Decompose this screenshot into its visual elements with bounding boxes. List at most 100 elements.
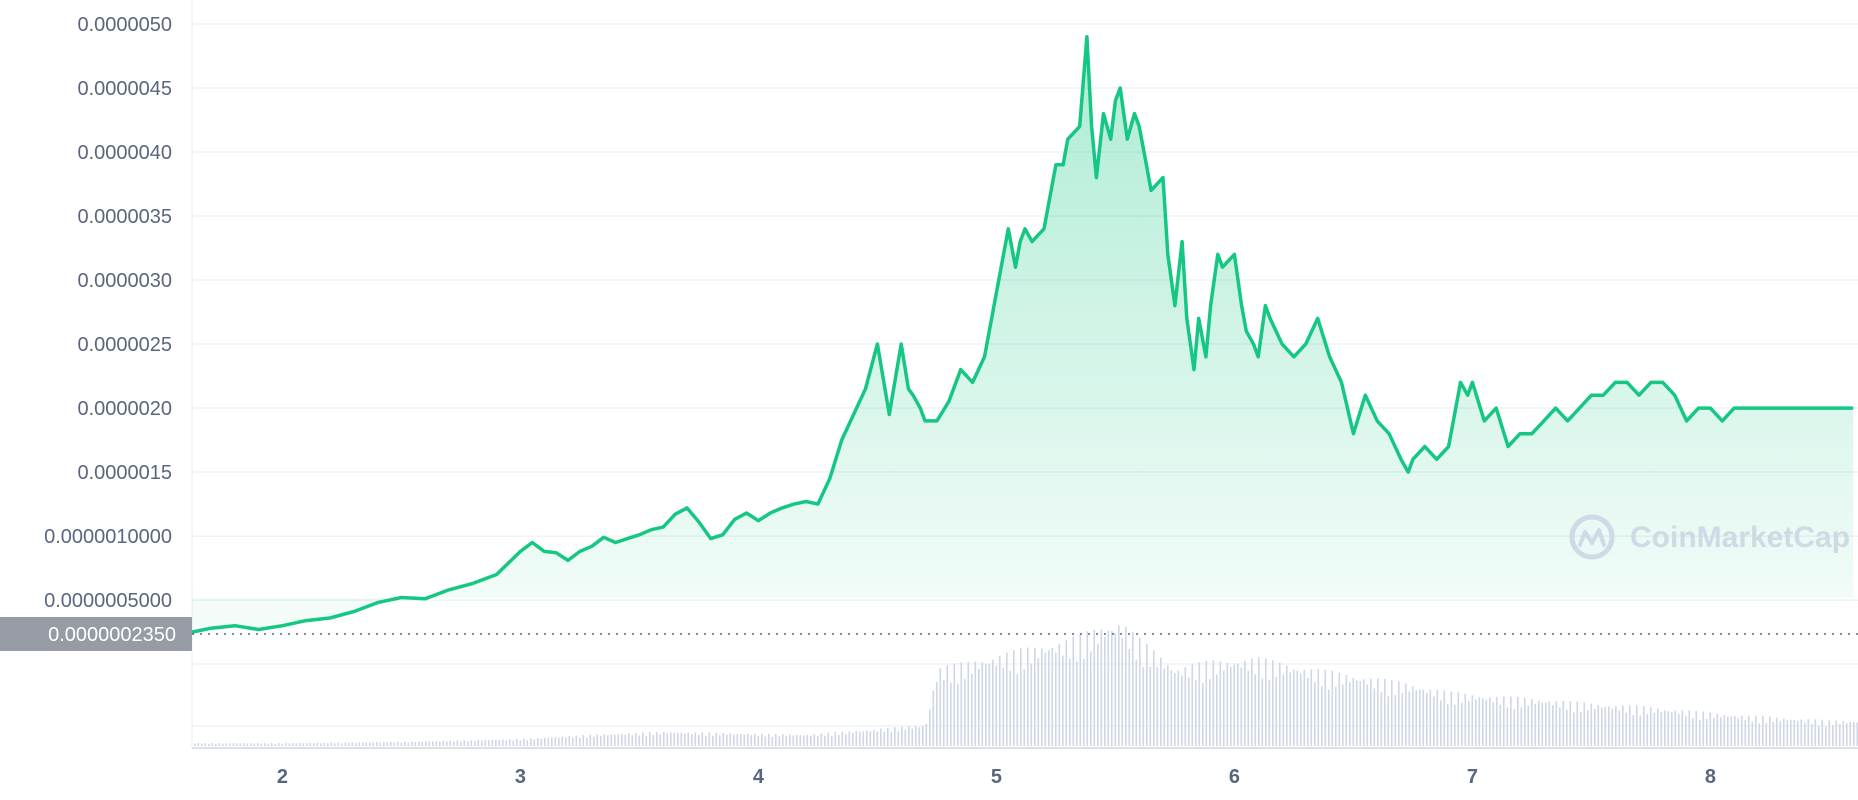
volume-bar [274,743,277,746]
volume-bar [260,743,263,746]
volume-bar [1723,715,1726,746]
volume-bar [866,730,868,746]
volume-bar [1762,716,1764,746]
volume-bar [1219,661,1222,746]
volume-bar [411,741,413,746]
volume-bar [880,728,882,746]
volume-bar [1604,706,1607,746]
volume-bar [652,735,655,746]
volume-bar [1188,677,1190,746]
volume-bar [1426,693,1428,746]
volume-bar [705,735,707,746]
volume-bar [1317,669,1320,746]
volume-bar [337,742,340,746]
x-tick-label: 5 [991,766,1002,788]
volume-bar [1391,679,1393,746]
y-tick-label: 0.0000005000 [44,590,172,612]
volume-bar [845,733,847,746]
volume-bar [393,742,396,746]
current-price-tag: 0.0000002350 [0,617,192,651]
volume-bar [586,737,588,746]
volume-bar [1639,715,1642,746]
volume-bar [1825,726,1827,746]
volume-bar [810,735,812,746]
volume-bar [1527,705,1530,746]
volume-bar [1776,717,1778,746]
volume-bar [1510,696,1512,746]
volume-bar [299,743,301,746]
volume-bar [754,733,756,746]
volume-bar [1366,684,1369,746]
volume-bar [1419,689,1421,746]
volume-bar [537,737,539,746]
volume-bar [1377,678,1379,746]
volume-bar [561,736,564,746]
volume-bar [775,733,777,746]
volume-bar [1125,626,1127,746]
volume-bar [904,730,907,746]
volume-bar [1758,723,1761,746]
volume-bar [491,740,494,746]
volume-bar [446,741,448,746]
volume-bar [1177,670,1180,746]
volume-bar [568,736,571,746]
volume-bar [1433,696,1435,746]
volume-bar [253,743,256,746]
volume-bar [610,734,613,746]
volume-bar [225,743,228,746]
volume-bar [470,740,473,746]
volume-bar [439,741,441,746]
volume-bar [194,743,196,746]
y-tick-label: 0.0000015 [77,462,172,484]
volume-bar [579,737,581,746]
volume-bar [988,663,991,746]
volume-bar [1205,660,1208,746]
volume-bar [992,659,994,746]
volume-bar [897,731,900,746]
volume-bar [1153,650,1155,746]
volume-bar [1590,703,1593,746]
volume-bar [1412,686,1414,746]
volume-bar [932,690,935,746]
volume-bar [1653,712,1656,746]
volume-bar [509,739,511,746]
volume-bar [834,732,837,746]
volume-bar [1779,721,1782,746]
volume-bar [523,738,525,746]
volume-bar [1422,689,1425,746]
volume-bar [547,738,550,746]
volume-bar [295,743,298,746]
volume-bar [1149,666,1152,746]
volume-bar [1524,697,1526,746]
volume-bar [320,743,322,746]
volume-bar [1314,682,1316,746]
volume-bar [1580,711,1582,746]
volume-bar [1555,700,1558,746]
volume-bar [1020,648,1022,746]
volume-bar [526,740,529,746]
volume-bar [1489,697,1491,746]
volume-bar [1247,670,1250,746]
volume-bar [1380,692,1383,746]
volume-bar [792,735,795,746]
volume-bar [1797,721,1799,746]
volume-bar [1013,650,1015,746]
volume-bar [936,681,938,746]
volume-bar [404,741,406,746]
volume-bar [1163,668,1166,746]
volume-bar [1664,710,1666,746]
volume-bar [1174,673,1176,746]
volume-bar [540,738,543,746]
volume-bar [813,734,816,746]
volume-bar [1520,707,1523,746]
volume-bar [1398,681,1400,746]
volume-bar [1198,662,1201,746]
volume-bar [1387,696,1390,746]
volume-bar [1478,697,1481,746]
volume-bar [883,731,886,746]
volume-bar [1233,664,1236,746]
volume-bar [285,743,287,746]
volume-bar [1611,708,1614,746]
x-tick-label: 8 [1705,766,1716,788]
volume-bar [778,736,781,746]
